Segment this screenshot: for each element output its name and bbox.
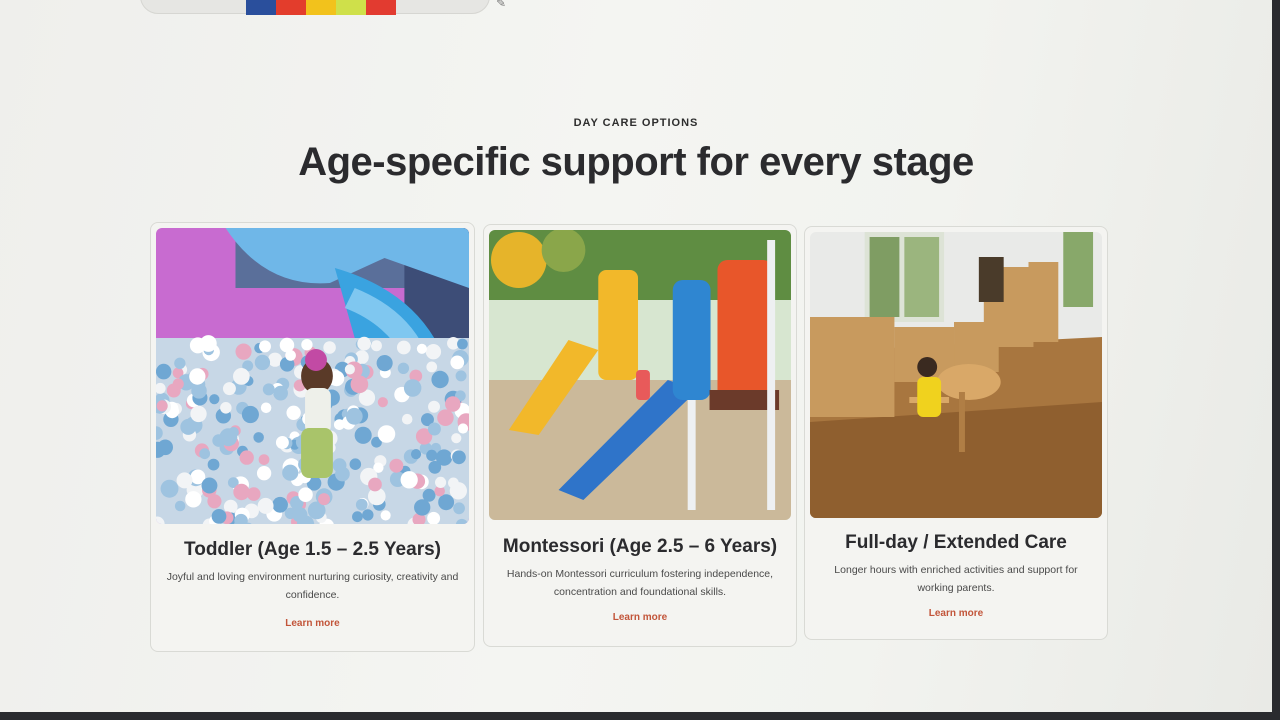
previous-section-image: [140, 0, 490, 15]
section-headline: Age-specific support for every stage: [298, 140, 974, 184]
learn-more-link[interactable]: Learn more: [928, 608, 984, 619]
option-card-montessori[interactable]: Montessori (Age 2.5 – 6 Years) Hands-on …: [483, 224, 797, 647]
card-title: Montessori (Age 2.5 – 6 Years): [502, 536, 778, 557]
section-eyebrow: DAY CARE OPTIONS: [573, 117, 699, 129]
learn-more-link[interactable]: Learn more: [612, 612, 668, 623]
monitor-bezel-bottom: [0, 712, 1280, 720]
option-card-extended-care[interactable]: Full-day / Extended Care Longer hours wi…: [804, 226, 1108, 640]
toddler-ball-pit-photo: [156, 228, 469, 524]
card-title: Full-day / Extended Care: [845, 532, 1067, 553]
classroom-wooden-floor-photo: [810, 232, 1102, 518]
card-title: Toddler (Age 1.5 – 2.5 Years): [184, 539, 441, 560]
learn-more-link[interactable]: Learn more: [285, 618, 340, 629]
playground-slide-photo: [489, 230, 791, 520]
card-description: Hands-on Montessori curriculum fostering…: [506, 568, 774, 598]
card-description: Longer hours with enriched activities an…: [834, 564, 1078, 594]
card-description: Joyful and loving environment nurturing …: [166, 571, 459, 601]
cursor-icon: ✎: [496, 0, 507, 10]
option-card-toddler[interactable]: Toddler (Age 1.5 – 2.5 Years) Joyful and…: [150, 222, 475, 652]
monitor-bezel-right: [1272, 0, 1280, 720]
